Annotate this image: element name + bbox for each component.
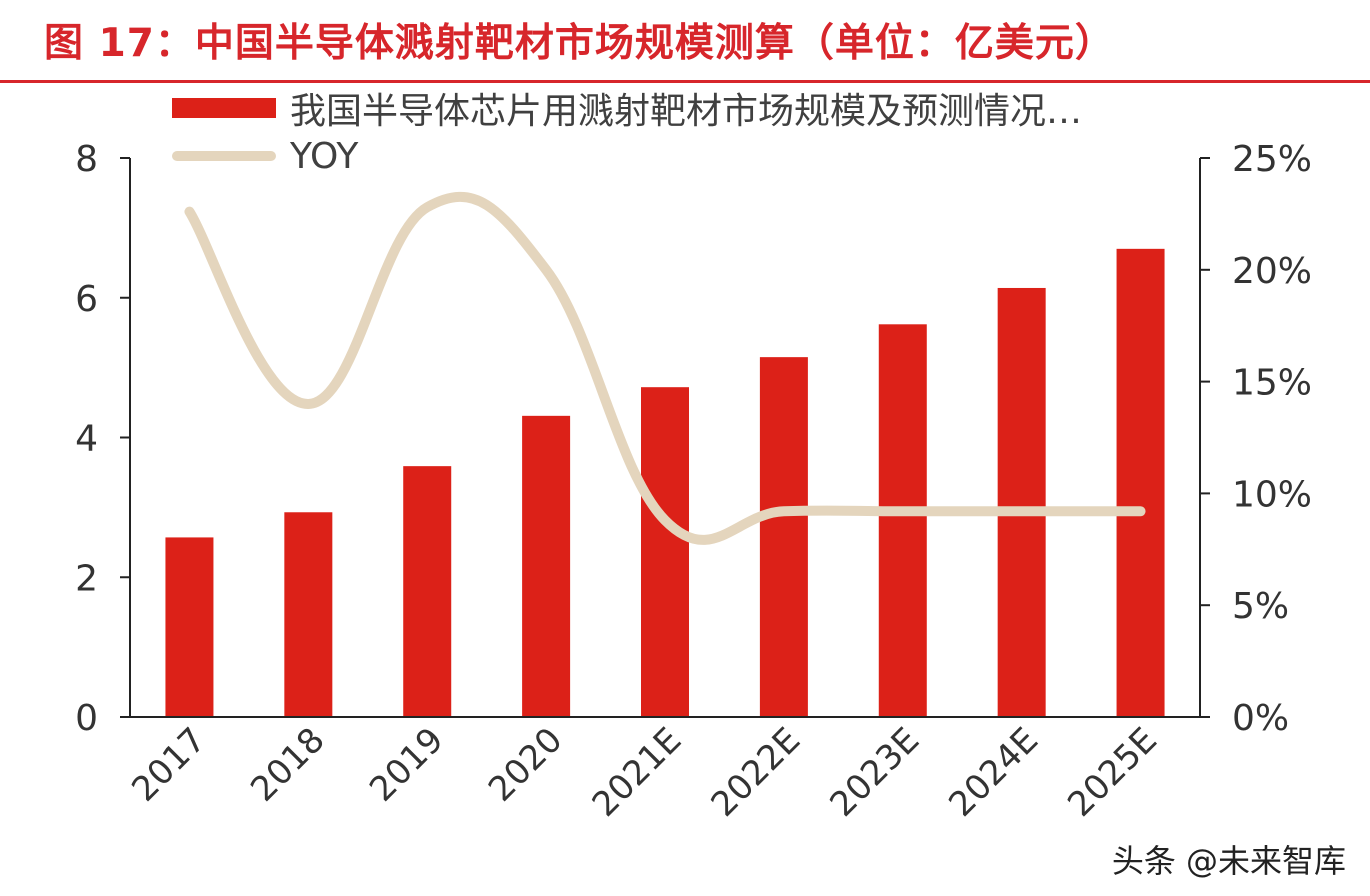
x-tick-label: 2022E [704,720,809,825]
chart-title: 图 17：中国半导体溅射靶材市场规模测算（单位：亿美元） [44,21,1115,66]
bar-2018 [284,512,333,717]
y-right-tick-label: 10% [1232,474,1312,515]
x-tick-label: 2021E [585,720,690,825]
title-rule [0,80,1370,83]
yoy-line [184,191,1146,545]
legend-swatch-bar [172,98,276,118]
bar-2021E [641,387,689,717]
x-tick-label: 2023E [822,720,927,825]
y-right-tick-label: 20% [1232,251,1312,292]
y-left-tick-label: 2 [75,558,98,599]
y-left-tick-label: 6 [75,279,98,320]
x-tick-label: 2020 [481,720,570,809]
y-right-tick-label: 15% [1232,363,1312,404]
x-tick-label: 2017 [124,720,213,809]
legend-item-bar: 我国半导体芯片用溅射靶材市场规模及预测情况… [172,84,1082,132]
legend-swatch-line [172,151,276,161]
bar-2020 [522,415,571,717]
y-left-tick-label: 4 [75,419,98,460]
y-left-tick-label: 0 [75,698,98,739]
x-tick-label: 2024E [941,720,1046,825]
bar-2017 [165,537,214,717]
legend: 我国半导体芯片用溅射靶材市场规模及预测情况… YOY [172,84,1082,180]
legend-label-line: YOY [290,135,359,177]
bar-2019 [403,466,452,717]
bar-2025E [1116,248,1165,717]
y-right-tick-label: 5% [1232,586,1289,627]
y-left-tick-label: 8 [75,139,98,180]
y-right-tick-label: 25% [1232,139,1312,180]
legend-item-line: YOY [172,132,1082,180]
legend-label-bar: 我国半导体芯片用溅射靶材市场规模及预测情况… [290,91,1083,132]
bar-2022E [759,357,808,717]
y-right-tick-label: 0% [1232,698,1289,739]
watermark: 头条 @未来智库 [1111,842,1346,880]
x-tick-label: 2025E [1060,720,1165,825]
bar-2023E [878,324,927,717]
x-tick-label: 2019 [362,720,451,809]
bar-2024E [997,287,1046,717]
x-tick-label: 2018 [243,720,332,809]
